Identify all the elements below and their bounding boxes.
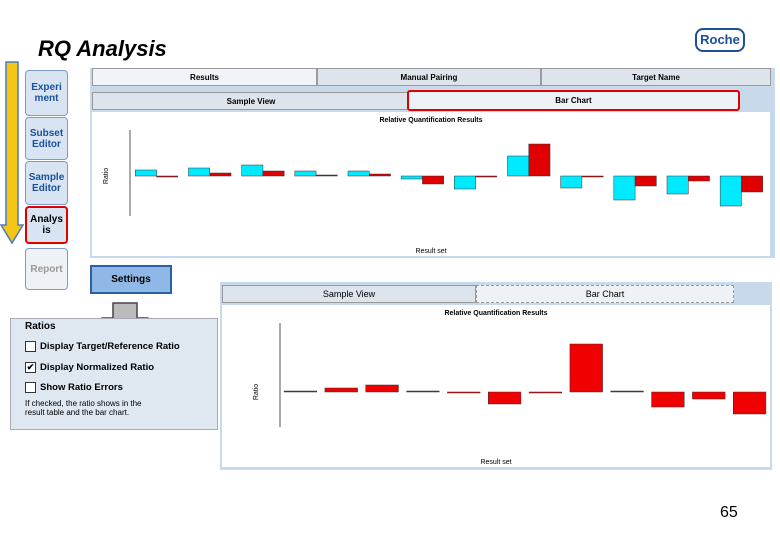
bar [651,391,685,408]
x-axis-label: Result set [415,248,446,255]
tab[interactable]: Target Name [541,68,771,86]
y-axis-label: Ratio [253,384,260,400]
bar [488,391,522,405]
bar [188,167,210,177]
view-tab[interactable]: Sample View [92,92,410,110]
bar [475,175,498,178]
option-label: Display Normalized Ratio [40,362,155,373]
bar [719,175,742,207]
chart-title: Relative Quantification Results [444,310,547,317]
option-label: Show Ratio Errors [40,382,123,393]
ratios-panel: Ratios Display Target/Reference Ratio ✔ D… [10,318,218,430]
yellow-arrow [0,61,24,245]
option[interactable]: Show Ratio Errors [25,382,123,393]
bar [347,170,370,177]
option-label: Display Target/Reference Ratio [40,341,180,352]
bar [422,175,444,185]
bar [688,175,710,182]
upper-chart: Relative Quantification Results Ratio Resu… [92,112,770,256]
bar [666,175,689,195]
bar [209,172,232,177]
bar [741,175,763,193]
bar [262,170,285,177]
tab[interactable]: Results [92,68,317,86]
plot-bg [222,305,770,467]
bar [613,175,636,201]
bar [692,391,726,400]
ratios-title: Ratios [25,321,56,332]
option[interactable]: Display Target/Reference Ratio [25,341,180,352]
bar [294,170,317,177]
bar [560,175,583,189]
logo: Roche [695,28,745,52]
bar [528,391,563,394]
checkbox[interactable]: ✔ [25,362,36,373]
slide-title: RQ Analysis [38,36,167,61]
sidebar-button[interactable]: Analysis [25,206,68,244]
bar [241,164,264,177]
bar [569,343,603,393]
sidebar-button[interactable]: Experiment [25,70,68,116]
bar [406,390,440,393]
bar [581,175,604,178]
bar [135,169,157,177]
bar [400,175,423,180]
page-number: 65 [720,504,738,521]
sidebar-button[interactable]: Report [25,248,68,290]
bar [447,391,481,394]
bar [365,384,399,393]
bar [369,173,391,177]
view-tab[interactable]: Sample View [222,285,476,303]
sidebar-button[interactable]: Subset Editor [25,117,68,160]
view-tab[interactable]: Bar Chart [476,285,734,303]
y-axis-label: Ratio [103,168,110,184]
sidebar-button[interactable]: Sample Editor [25,161,68,205]
settings-button[interactable]: Settings [90,265,172,294]
bar [454,175,476,190]
option[interactable]: ✔ Display Normalized Ratio [25,362,154,373]
bar [528,143,551,177]
bar [315,174,338,177]
note: If checked, the ratio shows in the resul… [25,399,142,417]
view-tab[interactable]: Bar Chart [407,90,740,111]
bar [634,175,657,187]
chart-title: Relative Quantification Results [379,117,482,124]
bar [156,175,179,178]
bar [610,390,644,393]
checkbox[interactable] [25,341,36,352]
checkbox[interactable] [25,382,36,393]
tab[interactable]: Manual Pairing [317,68,541,86]
x-axis-label: Result set [480,459,511,466]
lower-chart: Relative Quantification Results Ratio Resu… [222,305,770,467]
bar [283,390,317,393]
bar [507,155,530,177]
bar [324,387,358,393]
bar [733,391,767,415]
